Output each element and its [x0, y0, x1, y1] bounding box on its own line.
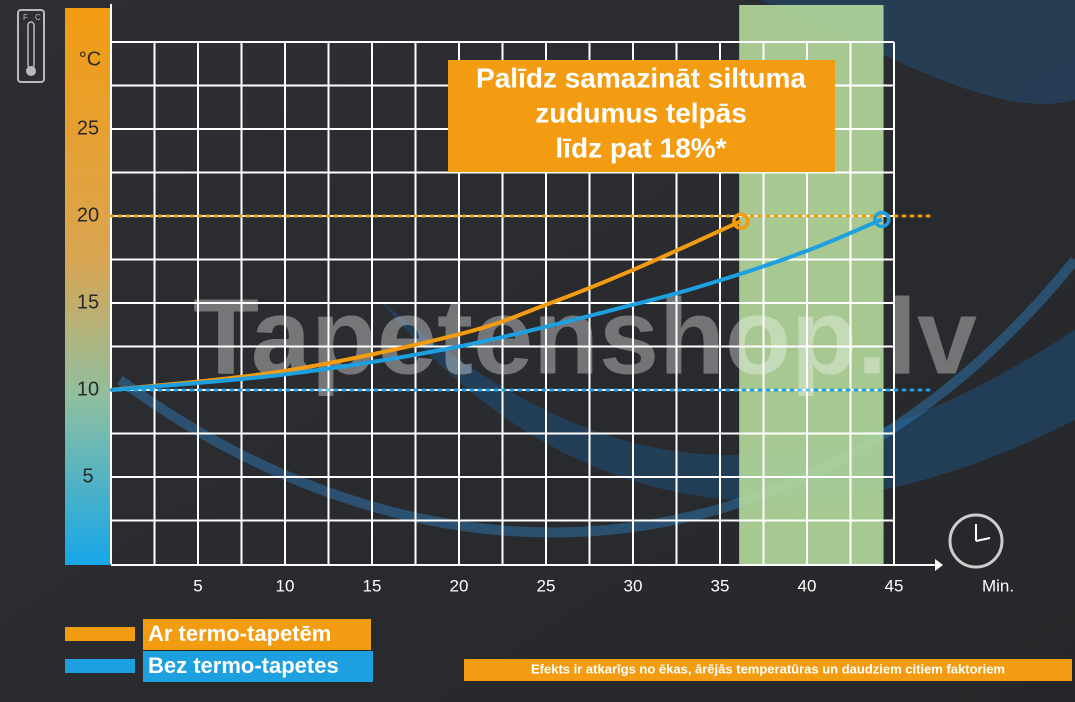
x-tick-label: 10 — [276, 576, 295, 595]
legend-label: Bez termo-tapetes — [148, 653, 339, 678]
axis-arrow — [935, 559, 943, 571]
x-tick-label: 20 — [450, 576, 469, 595]
legend-label-bg — [143, 651, 373, 682]
x-tick-label: 5 — [193, 576, 202, 595]
callout-text: Palīdz samazināt siltuma — [476, 62, 806, 93]
clock-icon — [948, 513, 1004, 569]
x-tick-label: 30 — [624, 576, 643, 595]
y-tick-label: 5 — [82, 465, 93, 487]
end-marker — [873, 210, 891, 229]
temperature-bar — [65, 8, 111, 565]
y-tick-label: 20 — [77, 204, 99, 226]
x-tick-label: 15 — [363, 576, 382, 595]
legend-label: Ar termo-tapetēm — [148, 621, 331, 646]
legend-swatch — [65, 627, 135, 641]
thermometer-icon: F C — [17, 9, 45, 83]
end-marker — [732, 212, 750, 230]
legend-label-bg — [143, 619, 371, 650]
legend-swatch — [65, 659, 135, 673]
footnote-bg — [464, 659, 1072, 681]
x-unit: Min. — [982, 576, 1014, 595]
swoosh — [117, 256, 1075, 538]
footnote: Efekts ir atkarīgs no ēkas, ārējās tempe… — [531, 661, 1005, 676]
y-unit: °C — [79, 48, 101, 70]
y-tick-label: 10 — [77, 378, 99, 400]
x-tick-label: 40 — [798, 576, 817, 595]
series-line — [110, 217, 883, 392]
callout-text: līdz pat 18%* — [555, 132, 726, 163]
series-line — [110, 219, 742, 392]
watermark: Tapetenshop.lv — [193, 276, 977, 397]
icon-label: C — [35, 13, 41, 22]
x-tick-label: 35 — [711, 576, 730, 595]
callout-text: zudumus telpās — [535, 97, 747, 128]
swoosh — [380, 300, 1075, 502]
plot: 5 10 15 20 25 5 10 15 20 25 30 35 40 45 °C Min. Tapetens… — [65, 4, 1072, 682]
icon-label: F — [23, 13, 28, 22]
x-tick-label: 45 — [885, 576, 904, 595]
x-tick-label: 25 — [537, 576, 556, 595]
callout-box — [448, 60, 835, 172]
y-tick-label: 25 — [77, 117, 99, 139]
y-tick-label: 15 — [77, 291, 99, 313]
